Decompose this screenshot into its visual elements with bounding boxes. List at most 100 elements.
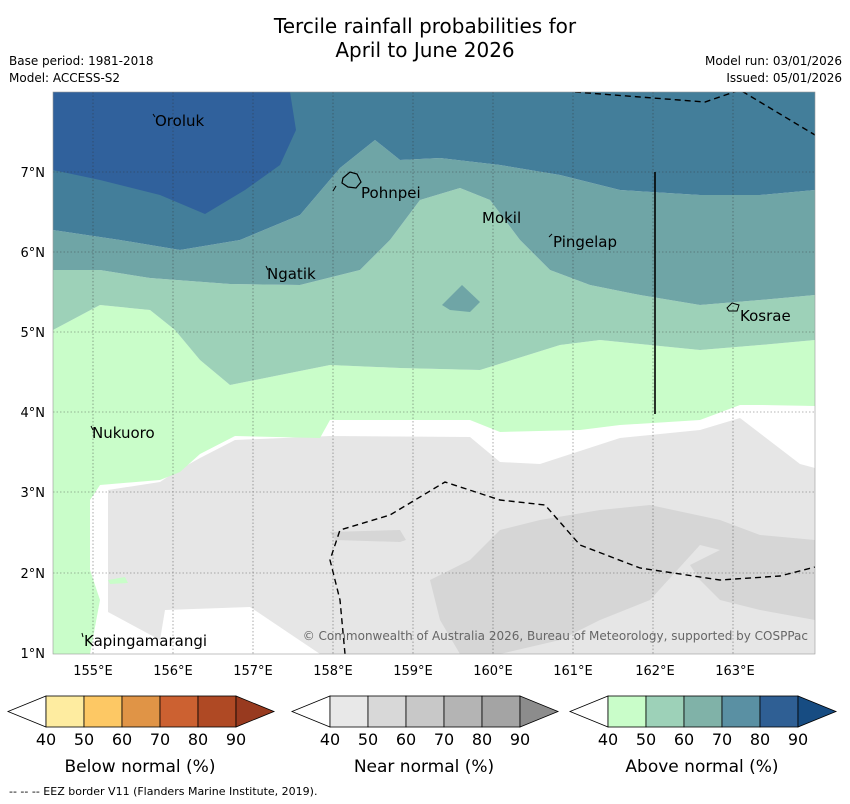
pohnpei-reef-mark <box>332 185 337 192</box>
eez-borders <box>329 92 815 654</box>
colorbar-tick-label: 40 <box>598 730 618 749</box>
colorbar-above-normal: 40 50 60 70 80 90 <box>568 695 838 749</box>
longitude-labels: 155°E 156°E 157°E 158°E 159°E 160°E 161°… <box>73 664 755 679</box>
meta-left: Base period: 1981-2018 Model: ACCESS-S2 <box>9 53 154 87</box>
colorbar-near-normal: 40 50 60 70 80 90 <box>290 695 560 749</box>
colorbar-tick-label: 50 <box>636 730 656 749</box>
label-pohnpei: Pohnpei <box>361 184 421 202</box>
colorbar-tick-label: 50 <box>74 730 94 749</box>
lat-label: 4°N <box>21 406 46 421</box>
colorbar-tick-label: 40 <box>36 730 56 749</box>
map-title-line1: Tercile rainfall probabilities for <box>273 14 577 38</box>
meta-right: Model run: 03/01/2026 Issued: 05/01/2026 <box>705 53 842 87</box>
lon-label: 162°E <box>635 664 675 679</box>
above-normal-40-50-patch <box>108 577 128 584</box>
colorbar-tick-label: 90 <box>510 730 530 749</box>
colorbar-segment <box>329 695 369 728</box>
base-period: Base period: 1981-2018 <box>9 54 154 68</box>
colorbar-segment <box>481 695 521 728</box>
above-normal-50-60-region <box>53 188 815 385</box>
below-normal-label: Below normal (%) <box>65 757 216 777</box>
lon-label: 156°E <box>153 664 193 679</box>
colorbar-segment <box>367 695 407 728</box>
pingelap-mark <box>548 233 553 238</box>
label-pingelap: Pingelap <box>553 233 617 251</box>
colorbar-lower-extension <box>290 695 331 728</box>
above-normal-60-70-patch <box>442 285 480 312</box>
map-title-line2: April to June 2026 <box>335 38 515 62</box>
colorbar-segment <box>121 695 161 728</box>
lat-label: 6°N <box>21 246 46 261</box>
gridlines <box>53 92 815 654</box>
colorbar-segment <box>159 695 199 728</box>
oroluk-mark <box>152 113 156 118</box>
colorbar-tick-label: 70 <box>150 730 170 749</box>
above-normal-80-90-region <box>53 92 296 214</box>
colorbar-upper-extension <box>519 695 560 728</box>
colorbar-segment <box>405 695 445 728</box>
lon-label: 158°E <box>313 664 353 679</box>
colorbar-segment <box>759 695 799 728</box>
kapingamarangi-mark <box>81 632 84 638</box>
kosrae-island-outline <box>726 302 740 312</box>
copyright-notice: © Commonwealth of Australia 2026, Bureau… <box>303 629 808 643</box>
label-ngatik: Ngatik <box>267 265 316 283</box>
colorbar-segment <box>683 695 723 728</box>
label-oroluk: Oroluk <box>155 112 204 130</box>
colorbar-segment <box>645 695 685 728</box>
colorbar-segment <box>443 695 483 728</box>
lon-label: 155°E <box>73 664 113 679</box>
lon-label: 157°E <box>233 664 273 679</box>
near-normal-small-patch <box>330 530 406 542</box>
above-normal-40-50-south <box>53 570 100 654</box>
label-kosrae: Kosrae <box>740 307 791 325</box>
ngatik-mark <box>265 265 269 271</box>
colorbar-below-normal: 40 50 60 70 80 90 <box>6 695 276 749</box>
colorbar-tick-label: 80 <box>750 730 770 749</box>
lon-label: 163°E <box>715 664 755 679</box>
colorbar-segment <box>83 695 123 728</box>
lon-label: 159°E <box>393 664 433 679</box>
nukuoro-mark <box>90 425 94 431</box>
pohnpei-island-outline <box>341 171 362 189</box>
label-mokil: Mokil <box>482 209 521 227</box>
colorbar-upper-extension <box>797 695 838 728</box>
colorbar-upper-extension <box>235 695 276 728</box>
lon-label: 160°E <box>473 664 513 679</box>
colorbar-segment <box>197 695 237 728</box>
colorbar-tick-label: 70 <box>712 730 732 749</box>
colorbar-tick-label: 80 <box>472 730 492 749</box>
near-normal-50-60-region <box>430 505 815 654</box>
eez-border-north <box>574 92 815 136</box>
colorbar-segment <box>721 695 761 728</box>
latitude-labels: 7°N 6°N 5°N 4°N 3°N 2°N 1°N <box>21 166 46 662</box>
colorbar-tick-label: 80 <box>188 730 208 749</box>
colorbar-lower-extension <box>568 695 609 728</box>
colorbar-segment <box>607 695 647 728</box>
colorbar-tick-label: 70 <box>434 730 454 749</box>
lat-label: 2°N <box>21 567 46 582</box>
lat-label: 5°N <box>21 326 46 341</box>
label-nukuoro: Nukuoro <box>92 424 155 442</box>
colorbar-tick-label: 60 <box>674 730 694 749</box>
issued-date: Issued: 05/01/2026 <box>726 71 842 85</box>
colorbar-tick-label: 60 <box>112 730 132 749</box>
above-normal-40-50-region <box>53 305 815 575</box>
lon-label: 161°E <box>553 664 593 679</box>
colorbar-tick-label: 60 <box>396 730 416 749</box>
colorbar-tick-label: 40 <box>320 730 340 749</box>
lat-label: 1°N <box>21 647 46 662</box>
map-frame <box>52 91 816 655</box>
model-name: Model: ACCESS-S2 <box>9 71 121 85</box>
colorbar-tick-label: 90 <box>226 730 246 749</box>
model-run: Model run: 03/01/2026 <box>704 54 842 68</box>
colorbar-segment <box>45 695 85 728</box>
probability-shading <box>53 92 815 654</box>
lat-label: 3°N <box>21 486 46 501</box>
near-normal-label: Near normal (%) <box>354 757 494 777</box>
colorbar-tick-label: 50 <box>358 730 378 749</box>
above-normal-label: Above normal (%) <box>625 757 778 777</box>
label-kapingamarangi: Kapingamarangi <box>84 632 207 650</box>
lat-label: 7°N <box>21 166 46 181</box>
